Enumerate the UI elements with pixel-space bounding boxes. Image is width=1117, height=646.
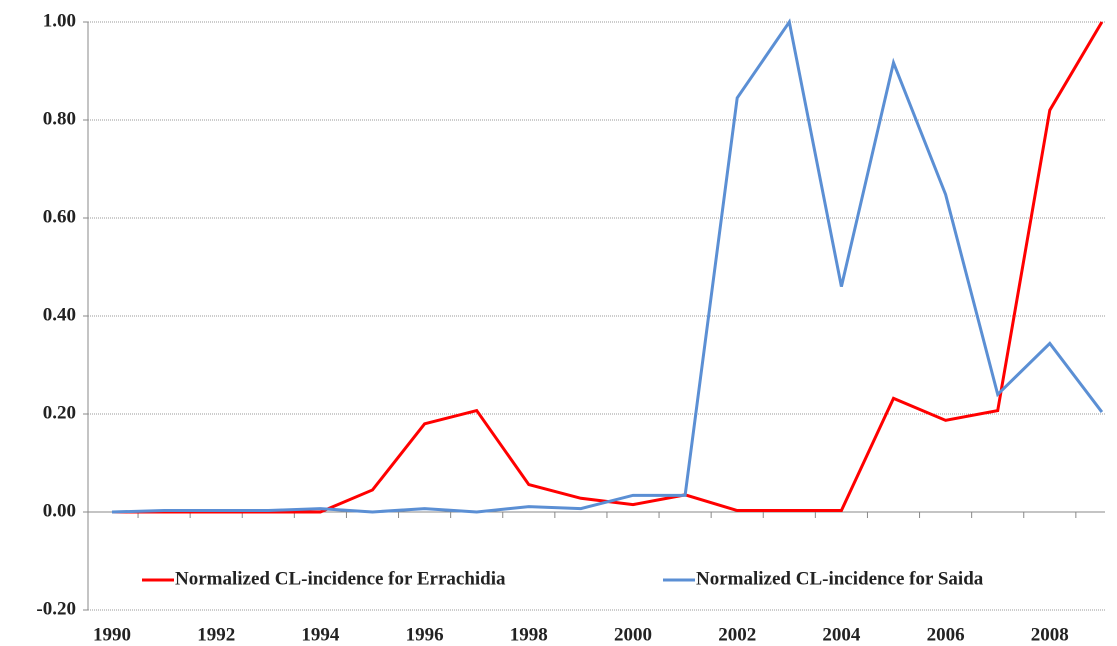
y-tick-label: 0.80 xyxy=(43,108,76,129)
legend-label: Normalized CL-incidence for Errachidia xyxy=(175,568,506,589)
x-tick-label: 2002 xyxy=(718,624,756,645)
legend-label: Normalized CL-incidence for Saida xyxy=(696,568,984,589)
series-line xyxy=(112,21,1104,514)
x-tick-label: 1992 xyxy=(197,624,235,645)
x-tick-label: 2006 xyxy=(927,624,965,645)
y-tick-label: 1.00 xyxy=(43,10,76,31)
x-tick-label: 2000 xyxy=(614,624,652,645)
x-tick-label: 2008 xyxy=(1031,624,1069,645)
x-tick-label: 1996 xyxy=(406,624,444,645)
x-tick-label: 1990 xyxy=(93,624,131,645)
x-tick-label: 1998 xyxy=(510,624,548,645)
y-tick-label: 0.40 xyxy=(43,304,76,325)
y-tick-label: -0.20 xyxy=(36,598,76,619)
x-tick-label: 1994 xyxy=(301,624,340,645)
y-tick-label: 0.00 xyxy=(43,500,76,521)
series-line xyxy=(111,18,1104,514)
x-tick-label: 2004 xyxy=(822,624,861,645)
y-tick-label: 0.60 xyxy=(43,206,76,227)
y-tick-label: 0.20 xyxy=(43,402,76,423)
